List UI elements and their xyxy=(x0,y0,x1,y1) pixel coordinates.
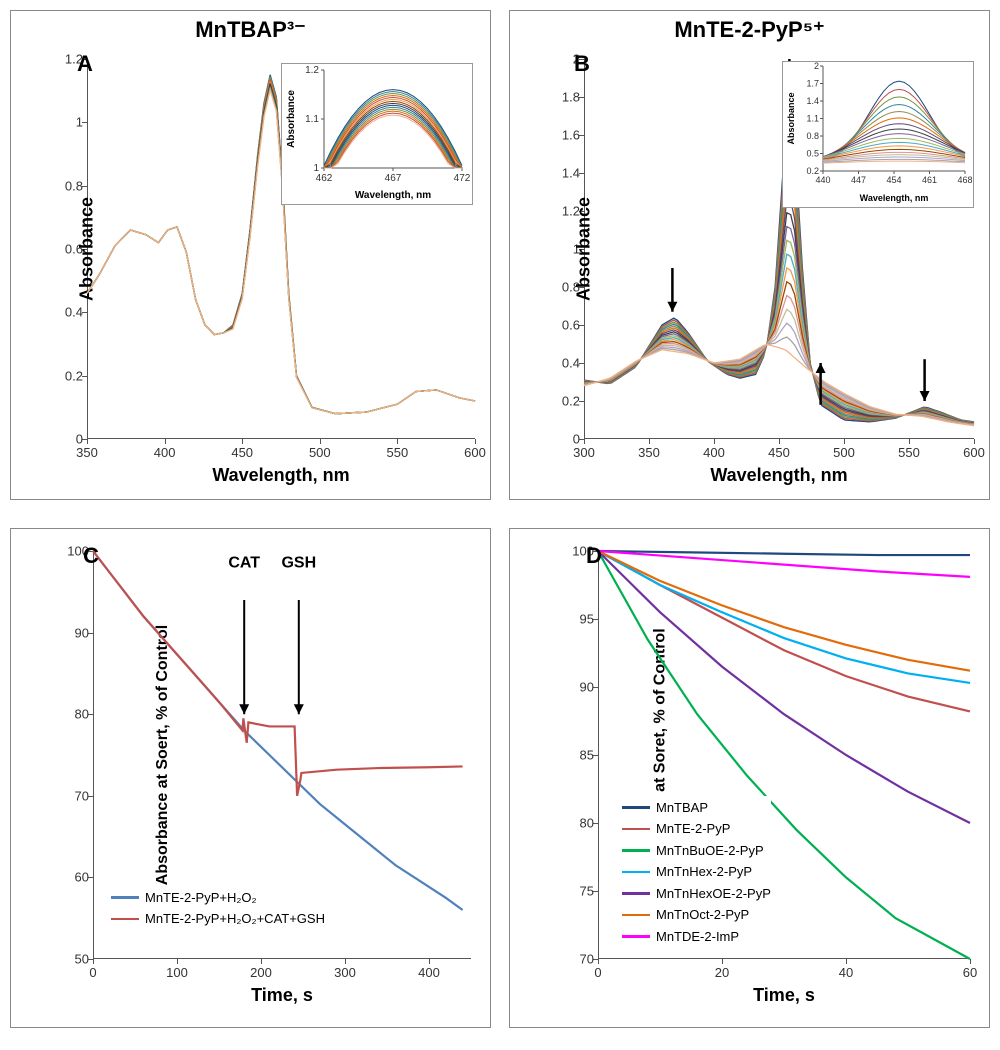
panel-C-label: C xyxy=(83,543,99,569)
svg-text:0.2: 0.2 xyxy=(806,166,819,176)
panel-B-label: B xyxy=(574,51,590,77)
panel-D-chart: D 0204060707580859095100Time, sAbsorptio… xyxy=(518,535,981,1020)
panel-D-legend: MnTBAPMnTE-2-PyPMnTnBuOE-2-PyPMnTnHex-2-… xyxy=(622,796,771,949)
svg-text:467: 467 xyxy=(385,173,402,184)
panel-D: D 0204060707580859095100Time, sAbsorptio… xyxy=(509,528,990,1028)
svg-text:461: 461 xyxy=(922,175,937,185)
svg-text:472: 472 xyxy=(454,173,471,184)
svg-text:1.1: 1.1 xyxy=(305,114,319,125)
svg-text:462: 462 xyxy=(316,173,333,184)
panel-A-title: MnTBAP³⁻ xyxy=(19,17,482,43)
panel-A-inset: 462 467 472 1 1.1 1.2 Wavelength, nm Absorbance xyxy=(281,63,473,205)
panel-B-inset: 440 447 454 461 468 0.2 0.5 0.8 1.1 1.4 1.7 2 Wavele… xyxy=(782,61,974,208)
panel-D-label: D xyxy=(586,543,602,569)
svg-text:0.8: 0.8 xyxy=(806,131,819,141)
svg-text:Absorbance: Absorbance xyxy=(286,90,297,148)
panel-C-legend: MnTE-2-PyP+H₂O₂MnTE-2-PyP+H₂O₂+CAT+GSH xyxy=(111,886,325,931)
svg-text:447: 447 xyxy=(851,175,866,185)
figure-grid: MnTBAP³⁻ A 35040045050055060000.20.40.60… xyxy=(10,10,990,1028)
panel-A-chart: A 35040045050055060000.20.40.60.811.2Wav… xyxy=(19,45,482,495)
panel-A-label: A xyxy=(77,51,93,77)
svg-text:Absorbance: Absorbance xyxy=(786,92,796,144)
svg-text:1.1: 1.1 xyxy=(806,114,819,124)
svg-text:2: 2 xyxy=(814,62,819,71)
panel-C: C 01002003004005060708090100Time, sAbsor… xyxy=(10,528,491,1028)
panel-A: MnTBAP³⁻ A 35040045050055060000.20.40.60… xyxy=(10,10,491,500)
svg-text:1.7: 1.7 xyxy=(806,79,819,89)
panel-B-chart: B 30035040045050055060000.20.40.60.811.2… xyxy=(518,45,981,495)
svg-text:0.5: 0.5 xyxy=(806,149,819,159)
svg-text:1.4: 1.4 xyxy=(806,96,819,106)
svg-text:468: 468 xyxy=(957,175,972,185)
panel-B: MnTE-2-PyP⁵⁺ B 30035040045050055060000.2… xyxy=(509,10,990,500)
svg-text:CAT: CAT xyxy=(228,554,260,571)
svg-text:GSH: GSH xyxy=(281,554,316,571)
panel-B-title: MnTE-2-PyP⁵⁺ xyxy=(518,17,981,43)
svg-text:1.2: 1.2 xyxy=(305,65,319,76)
svg-text:Wavelength, nm: Wavelength, nm xyxy=(355,190,431,201)
svg-text:440: 440 xyxy=(815,175,830,185)
svg-text:454: 454 xyxy=(886,175,901,185)
svg-text:1: 1 xyxy=(313,163,319,174)
svg-text:Wavelength, nm: Wavelength, nm xyxy=(860,193,929,203)
panel-C-chart: C 01002003004005060708090100Time, sAbsor… xyxy=(19,535,482,1020)
